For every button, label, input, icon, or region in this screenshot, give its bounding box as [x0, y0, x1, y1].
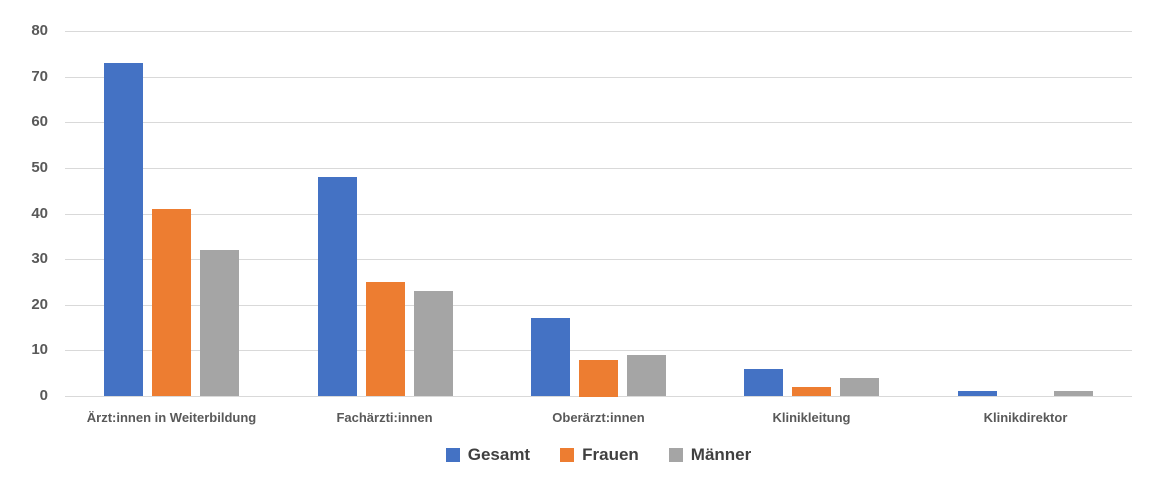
category-label: Oberärzt:innen [552, 410, 645, 425]
bar-gesamt-2 [318, 177, 357, 396]
y-tick-label: 20 [31, 296, 48, 313]
gridline [65, 305, 1132, 306]
bar-gesamt-4 [744, 369, 783, 396]
legend-swatch-icon [445, 447, 460, 462]
bar-frauen-1 [152, 209, 191, 396]
legend-swatch-icon [560, 447, 575, 462]
bar-frauen-2 [366, 282, 405, 396]
gridline [65, 350, 1132, 351]
bar-männer-2 [414, 291, 453, 396]
y-tick-label: 0 [39, 387, 48, 404]
bar-männer-4 [840, 378, 879, 396]
bar-gesamt-5 [958, 391, 997, 396]
y-tick-label: 80 [31, 22, 48, 39]
category-label: Ärzt:innen in Weiterbildung [86, 410, 257, 425]
legend-item-frauen: Frauen [560, 446, 639, 463]
legend-label: Männer [690, 445, 752, 464]
legend-swatch-icon [668, 447, 683, 462]
gridline [65, 31, 1132, 32]
bar-gesamt-1 [104, 63, 143, 396]
bar-männer-5 [1054, 391, 1093, 396]
y-tick-label: 10 [31, 341, 48, 358]
bar-gesamt-3 [531, 318, 570, 396]
category-label: Fachärzti:innen [336, 410, 433, 425]
legend-label: Frauen [582, 445, 639, 464]
bar-frauen-3 [579, 360, 618, 397]
y-tick-label: 60 [31, 113, 48, 130]
gridline [65, 77, 1132, 78]
chart-legend: Gesamt Frauen Männer [65, 446, 1132, 463]
y-tick-label: 30 [31, 250, 48, 267]
gridline [65, 168, 1132, 169]
legend-item-gesamt: Gesamt [445, 445, 531, 464]
gridline [65, 122, 1132, 123]
gridline [65, 214, 1132, 215]
bar-männer-3 [627, 355, 666, 396]
legend-label: Gesamt [467, 445, 531, 464]
y-tick-label: 50 [31, 159, 48, 176]
gridline [65, 259, 1132, 260]
y-tick-label: 40 [31, 205, 48, 222]
bar-frauen-4 [792, 387, 831, 396]
category-label: Klinikdirektor [983, 410, 1068, 425]
y-tick-label: 70 [31, 68, 48, 85]
category-label: Klinikleitung [772, 410, 851, 425]
bar-männer-1 [200, 250, 239, 396]
legend-item-männer: Männer [668, 445, 752, 464]
